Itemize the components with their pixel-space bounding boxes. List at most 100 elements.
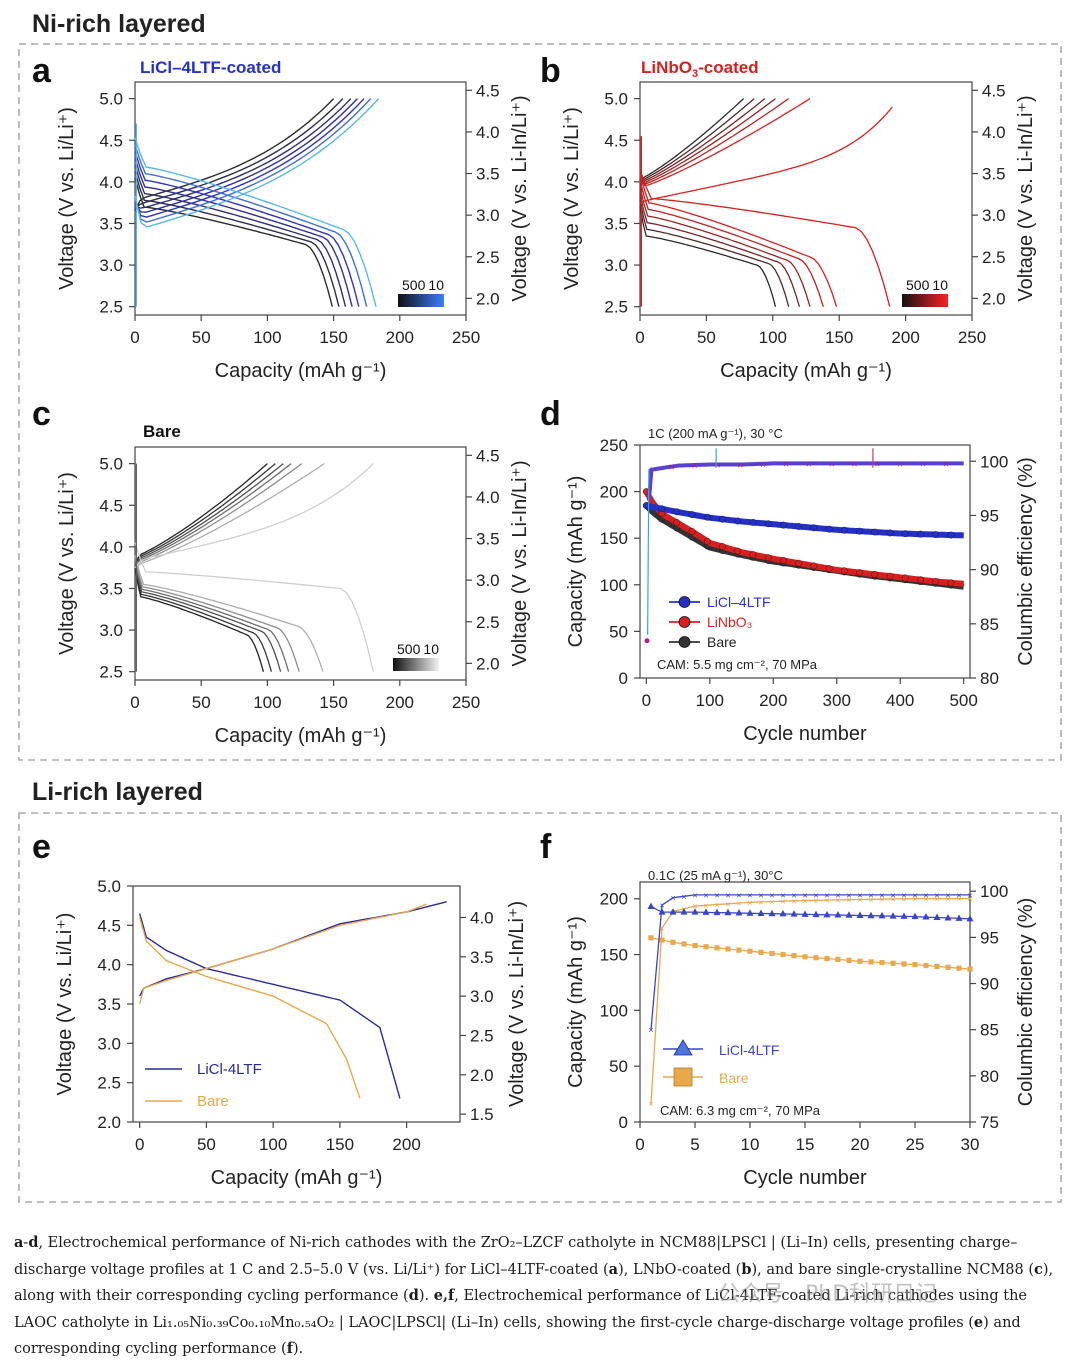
x-tick-label: 200 [392,1135,420,1154]
charge-curve [134,98,344,210]
data-point [673,508,681,516]
data-point [691,908,699,915]
y-tick-label: 5.0 [97,877,121,896]
colorbar-left-label: 500 [402,277,426,293]
y2-tick-label: 3.0 [476,206,500,225]
data-point [871,570,879,578]
panel-d: 0 100 200 300 400 500 0 50 100 150 200 250 80 85 90 95 1… [540,395,1037,745]
y2-tick-label: 3.5 [476,530,500,549]
data-point [813,955,819,961]
data-point [890,960,896,966]
data-point [923,962,929,969]
discharge-curve [639,169,891,307]
data-point [736,947,742,953]
x-tick-label: 50 [697,328,716,347]
data-point [966,914,974,922]
y2-axis-label: Voltage (V vs. Li-In/Li⁺) [509,95,531,301]
colorbar-right-label: 10 [932,277,948,293]
discharge-curve [134,157,353,307]
y-axis-label: Voltage (V vs. Li/Li⁺) [56,472,78,655]
discharge-curve [134,170,340,307]
ce-marker: × [783,459,789,470]
legend-marker [678,616,691,628]
cycle-line [650,906,971,920]
ce-band [646,461,964,501]
data-point [791,953,797,959]
data-point [944,913,952,921]
ce-marker: × [780,890,785,900]
data-point [886,572,894,580]
data-point [747,948,753,954]
figure-caption: a-d, Electrochemical performance of Ni-r… [14,1234,1054,1358]
y2-tick-label: 3.0 [470,987,494,1006]
ce-marker: × [648,1025,653,1035]
data-point [779,909,787,917]
data-point [764,520,772,528]
y2-tick-label: 100 [980,882,1008,901]
discharge-curve [134,555,324,672]
y2-axis-label: Columbic efficiency (%) [1015,457,1037,666]
data-point [725,946,731,952]
x-tick-label: 5 [690,1135,699,1154]
section-frame [18,43,1062,761]
legend-label: Bare [707,634,737,650]
y-tick-label: 4.5 [99,496,123,515]
discharge-curve [134,144,368,307]
ce-marker: × [692,461,698,472]
data-point [703,944,709,950]
y-tick-label: 2.5 [99,663,123,682]
x-tick-label: 50 [197,1135,216,1154]
data-point [856,527,863,535]
y-tick-label: 50 [609,1057,628,1076]
discharge-curve [134,567,265,672]
y-tick-label: 3.5 [97,995,121,1014]
data-point [749,551,757,558]
colorbar [902,294,948,307]
data-point [659,937,665,943]
data-point [835,956,841,963]
x-tick-label: 150 [326,1135,354,1154]
charge-curve [639,98,766,183]
x-tick-label: 0 [135,1135,144,1154]
y-tick-label: 4.0 [99,538,123,557]
y-axis-label: Capacity (mAh g⁻¹) [565,476,587,648]
y2-axis-label: Columbic efficiency (%) [1015,898,1037,1107]
data-point [790,910,798,917]
y2-tick-label: 3.0 [476,571,500,590]
data-point [719,515,726,523]
plot-frame [639,444,971,679]
y2-tick-label: 2.5 [476,613,500,632]
cycle-line [650,937,971,970]
data-point [719,543,726,550]
cycle-line [650,897,970,1104]
ce-marker: × [846,890,851,900]
ce-marker: × [868,890,873,900]
data-point [648,935,654,941]
data-point [825,525,833,533]
ce-marker: × [857,890,862,900]
x-tick-label: 150 [319,693,347,712]
y-tick-label: 3.0 [99,256,123,275]
profile-curve [139,903,427,1005]
y-tick-label: 3.5 [604,214,628,233]
ce-marker: × [920,459,926,470]
y2-tick-label: 2.0 [982,289,1006,308]
charge-curve [134,463,268,568]
y-tick-label: 4.5 [99,131,123,150]
x-tick-label: 0 [130,328,139,347]
discharge-curve [134,150,360,307]
legend-marker [678,636,691,648]
data-point [768,909,776,917]
panel-letter: f [540,828,552,866]
data-point [713,908,721,916]
panel-title: Bare [143,422,181,441]
data-point [932,578,940,585]
data-point [680,908,688,915]
y2-tick-label: 2.5 [476,248,500,267]
ce-marker: × [725,890,730,900]
data-point [795,559,803,567]
data-point [688,528,696,535]
y-tick-label: 200 [600,483,628,502]
ce-marker: × [670,893,675,903]
data-point [757,909,765,916]
